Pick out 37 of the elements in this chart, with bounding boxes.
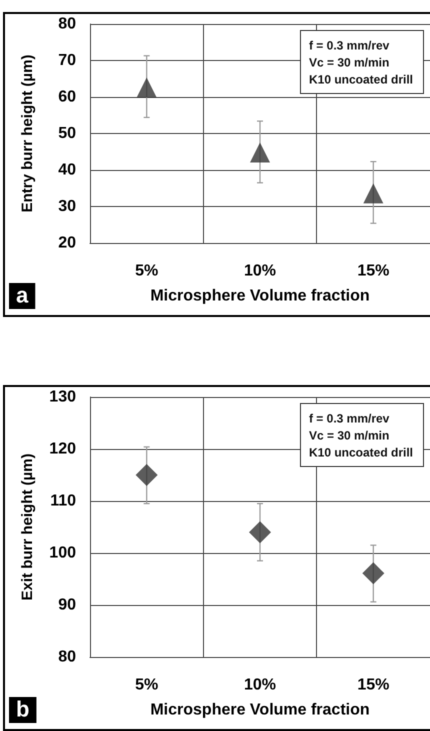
y-tick-label: 30 (58, 198, 76, 215)
y-tick-label: 80 (58, 648, 76, 666)
point (136, 464, 158, 486)
y-tick-label: 40 (58, 162, 76, 178)
y-tick-label: 100 (49, 544, 76, 562)
annotation: f = 0.3 mm/rev (308, 412, 390, 426)
annotation: Vc = 30 m/min (308, 56, 390, 70)
text: b (16, 696, 30, 722)
y-tick-label: 20 (58, 234, 76, 252)
y-tick-label: 80 (58, 16, 76, 32)
annotation: f = 0.3 mm/rev (308, 38, 390, 52)
point (362, 562, 384, 584)
x-tick-label: 15% (357, 676, 390, 694)
x-tick-label: 10% (244, 262, 276, 280)
x-tick-label: 5% (135, 262, 158, 280)
y-tick-label: 130 (49, 388, 76, 406)
point (249, 521, 271, 544)
y-tick-label: 50 (58, 125, 76, 142)
annotation: K10 uncoated drill (308, 72, 414, 86)
point (136, 78, 157, 98)
y-tick-label: 60 (58, 88, 76, 106)
point (250, 142, 270, 162)
y-tick-label: 110 (50, 492, 76, 510)
x-tick-label: 15% (357, 262, 390, 280)
annotation: Vc = 30 m/min (308, 428, 390, 442)
y-axis-title: Exit burr height (µm) (19, 454, 36, 600)
y-tick-label: 120 (49, 440, 76, 458)
y-axis-title: Entry burr height (µm) (19, 54, 36, 212)
y-tick-label: 90 (58, 596, 76, 614)
text: a (16, 282, 29, 308)
point (363, 183, 384, 204)
x-axis-title: Microsphere Volume fraction (150, 288, 370, 304)
x-axis-title: Microsphere Volume fraction (150, 702, 370, 718)
x-tick-label: 10% (244, 676, 276, 694)
annotation: K10 uncoated drill (308, 446, 414, 460)
x-tick-label: 5% (135, 676, 158, 694)
y-tick-label: 70 (58, 52, 76, 69)
